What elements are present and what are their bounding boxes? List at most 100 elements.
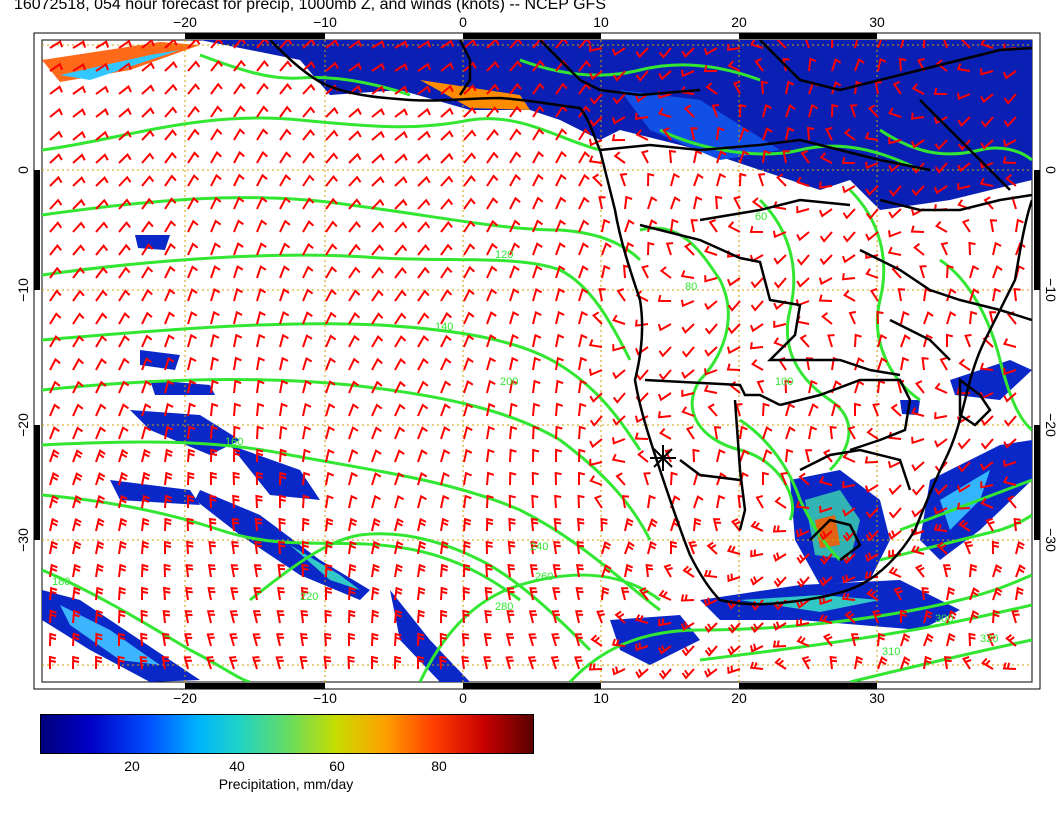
wind-barb	[162, 632, 170, 647]
wind-barb	[1002, 139, 1017, 148]
wind-barb	[992, 587, 1003, 601]
wind-barb	[681, 323, 695, 334]
wind-barb	[555, 40, 569, 49]
wind-barb	[888, 208, 902, 219]
svg-text:−30: −30	[15, 528, 31, 552]
wind-barb	[865, 185, 879, 196]
wind-barb	[164, 425, 174, 440]
wind-barb	[578, 425, 586, 440]
wind-barb	[256, 105, 269, 118]
wind-barb	[49, 494, 59, 509]
wind-barb	[818, 476, 833, 486]
wind-barb	[589, 392, 603, 403]
wind-barb	[509, 242, 521, 256]
wind-barb	[980, 497, 994, 509]
wind-barb	[865, 530, 879, 542]
wind-barb	[647, 494, 656, 509]
svg-text:−10: −10	[1043, 278, 1056, 302]
svg-text:−20: −20	[15, 413, 31, 437]
wind-barb	[229, 610, 238, 624]
wind-barb	[910, 139, 925, 149]
wind-barb	[118, 153, 132, 164]
wind-barb	[958, 358, 971, 371]
wind-barb	[819, 254, 833, 266]
wind-barb	[325, 197, 338, 210]
wind-barb	[762, 402, 770, 417]
wind-barb	[911, 461, 925, 472]
wind-barb	[394, 335, 407, 348]
wind-barb	[417, 62, 432, 72]
wind-barb	[118, 357, 130, 371]
wind-barb	[818, 181, 833, 189]
wind-barb	[555, 173, 567, 187]
wind-barb	[49, 472, 60, 486]
wind-barb	[417, 540, 427, 555]
wind-barb	[233, 82, 246, 95]
wind-barb	[831, 40, 834, 49]
wind-barb	[161, 656, 170, 670]
wind-barb	[555, 150, 567, 164]
wind-barb	[935, 221, 948, 233]
wind-barb	[348, 266, 361, 279]
wind-barb	[348, 494, 358, 509]
wind-barb	[509, 448, 517, 463]
wind-barb	[532, 265, 543, 279]
wind-barb	[726, 43, 741, 51]
wind-barb	[819, 231, 833, 243]
wind-barb	[49, 153, 63, 164]
wind-barb	[210, 265, 221, 279]
wind-barb	[463, 288, 475, 302]
wind-barb	[463, 174, 476, 187]
svg-text:−20: −20	[173, 690, 197, 706]
wind-barb	[796, 618, 810, 627]
wind-barb	[302, 448, 311, 463]
svg-text:80: 80	[685, 281, 697, 293]
wind-barb	[864, 132, 879, 141]
wind-barb	[417, 312, 430, 325]
wind-barb	[704, 645, 718, 657]
wind-barb	[348, 152, 362, 164]
svg-text:30: 30	[869, 690, 885, 706]
wind-barb	[844, 610, 856, 624]
wind-barb	[256, 448, 264, 463]
wind-barb	[532, 448, 540, 463]
wind-barb	[910, 225, 925, 233]
wind-barb	[228, 656, 238, 670]
wind-barb	[946, 333, 954, 347]
wind-barb	[831, 58, 842, 72]
wind-barb	[707, 403, 718, 417]
wind-barb	[980, 116, 994, 128]
wind-barb	[486, 128, 499, 141]
wind-barb	[657, 411, 672, 419]
wind-barb	[325, 357, 336, 371]
wind-barb	[95, 449, 106, 463]
wind-barb	[825, 126, 833, 141]
wind-barb	[865, 507, 879, 519]
wind-barb	[302, 151, 315, 164]
wind-barb	[231, 540, 239, 555]
wind-barb	[727, 300, 741, 312]
wind-barb	[164, 40, 178, 49]
wind-barb	[847, 425, 856, 440]
wind-barb	[486, 151, 499, 164]
wind-barb	[95, 175, 109, 187]
wind-barb	[589, 70, 603, 81]
wind-barb	[1002, 476, 1017, 486]
wind-barb	[394, 403, 406, 417]
wind-barb	[578, 173, 590, 187]
svg-text:0: 0	[459, 14, 467, 30]
wind-barb	[348, 198, 362, 210]
wind-barb	[394, 609, 403, 624]
wind-barb	[647, 241, 655, 256]
wind-barb	[371, 472, 382, 486]
wind-barb	[302, 174, 315, 187]
wind-barb	[658, 369, 672, 381]
wind-barb	[118, 62, 132, 72]
wind-barb	[757, 173, 766, 187]
wind-barb	[808, 425, 818, 440]
wind-barb	[739, 425, 748, 440]
wind-barb	[486, 265, 498, 279]
wind-barb	[141, 471, 151, 486]
wind-barb	[532, 82, 545, 95]
wind-barb	[985, 517, 995, 532]
